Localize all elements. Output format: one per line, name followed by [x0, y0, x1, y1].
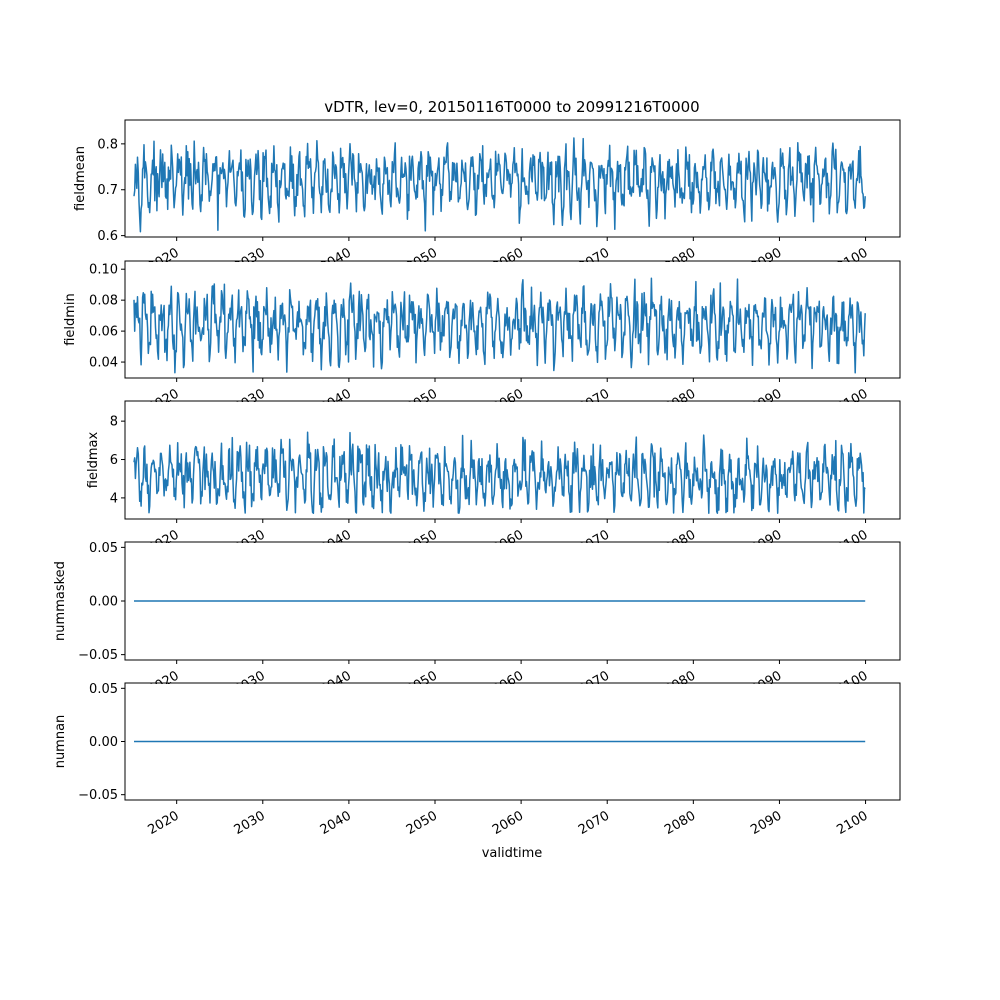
subplots: 0.6 0.7 0.8 2020 2030 2040 2050 2060 2070 2080 209…	[53, 119, 901, 838]
x-tick-label: 2030	[232, 808, 268, 838]
subplot-numnan: −0.05 0.00 0.05 2020 2030 2040 2050 2060 2070 208…	[53, 682, 901, 838]
x-axis-label: validtime	[482, 846, 543, 861]
x-tick-label: 2060	[490, 808, 526, 838]
series-line-fieldmean	[133, 137, 866, 233]
y-tick-label: 0.10	[89, 263, 118, 278]
x-tick-label: 2050	[404, 808, 440, 838]
x-tick-label: 2090	[748, 808, 784, 838]
axes-frame	[124, 119, 901, 238]
y-tick-label: 4	[110, 491, 118, 506]
y-tick-label: −0.05	[78, 788, 118, 803]
x-tick-label: 2040	[318, 808, 354, 838]
y-tick-label: 8	[110, 415, 118, 430]
y-tick-label: 0.05	[89, 682, 118, 697]
y-axis-label: fieldmin	[63, 293, 78, 346]
x-tick-label: 2070	[576, 808, 612, 838]
series-line-fieldmin	[133, 277, 866, 374]
y-tick-label: 0.00	[89, 735, 118, 750]
chart-title: vDTR, lev=0, 20150116T0000 to 20991216T0…	[324, 98, 699, 116]
series-line-fieldmax	[133, 431, 866, 514]
y-tick-label: 0.05	[89, 541, 118, 556]
y-axis-label: nummasked	[53, 561, 68, 641]
y-axis-label: fieldmean	[73, 146, 88, 211]
y-tick-label: 0.06	[89, 325, 118, 340]
x-tick-label: 2100	[834, 808, 870, 838]
y-tick-label: 0.7	[97, 183, 118, 198]
x-tick-label: 2080	[662, 808, 698, 838]
y-tick-label: 0.08	[89, 294, 118, 309]
x-tick-label: 2020	[146, 808, 182, 838]
y-tick-label: 0.6	[97, 229, 118, 244]
axes-frame	[124, 260, 901, 379]
y-tick-label: 0.00	[89, 595, 118, 610]
y-tick-label: 0.04	[89, 356, 118, 371]
y-axis-label: numnan	[53, 715, 68, 769]
y-tick-label: 6	[110, 453, 118, 468]
y-tick-label: 0.8	[97, 137, 118, 152]
y-axis-label: fieldmax	[86, 432, 101, 489]
y-tick-label: −0.05	[78, 648, 118, 663]
